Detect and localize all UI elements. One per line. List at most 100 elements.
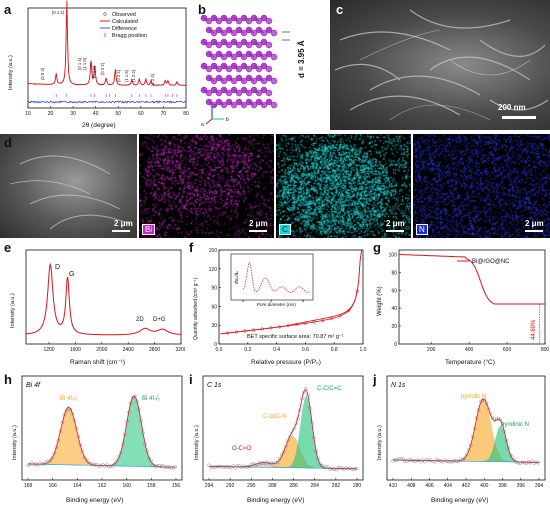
xps-bi-observed-point: [167, 465, 171, 469]
bet-marker: [286, 324, 290, 328]
tga-xtick-label: 600: [503, 347, 512, 353]
xps-n-observed-point: [530, 459, 535, 463]
xps-bi-peak-52: Bi 4f₅/₂: [60, 396, 79, 402]
xps-c-observed-point: [304, 387, 308, 391]
xps-bi-title: Bi 4f: [26, 382, 41, 389]
xps-n-observed-point: [488, 412, 493, 416]
bet-xlabel: Relative pressure (P/P₀): [251, 359, 321, 366]
xps-c-observed-point: [243, 465, 248, 469]
xps-n-observed-point: [411, 459, 415, 463]
bi-bond: [213, 17, 220, 22]
xrd-ylabel: Intensity (a.u.): [8, 55, 14, 90]
bi-bond: [258, 101, 265, 106]
bi-bond: [208, 101, 215, 106]
panel-label-d: d: [4, 135, 12, 150]
xrd-peak-014: (0 1 4): [77, 57, 82, 70]
xps-c-observed-point: [342, 467, 346, 471]
xps-bi-observed-point: [34, 462, 38, 466]
bi-bond: [238, 77, 245, 82]
xps-n-observed-point: [498, 417, 503, 422]
tga-ytick-label: 20: [391, 324, 397, 330]
xps-bi-xtick-label: 158: [147, 483, 156, 489]
xps-n-observed-point: [431, 459, 435, 464]
xps-n-observed-point: [437, 458, 441, 463]
bet-marker: [312, 320, 316, 324]
xps-c-xtick-label: 294: [205, 483, 214, 489]
bi-bond: [258, 77, 265, 82]
bi-atom: [260, 86, 268, 94]
xps-n-observed-point: [478, 400, 483, 404]
eds-map-n: N 2 μm: [413, 134, 550, 238]
tga-ytick-label: 100: [389, 252, 398, 258]
xps-bi-chart: Bi 4f Intensity (a.u.) Binding energy (e…: [12, 375, 183, 504]
panel-label-e: e: [4, 240, 12, 255]
bet-inset-xtick-4: 4: [270, 298, 273, 303]
xps-n-observed-point: [427, 458, 431, 462]
xps-c-observed-point: [348, 466, 352, 470]
xps-bi-xtick-label: 168: [24, 483, 33, 489]
xps-c-observed-point: [253, 463, 258, 467]
xps-bi-observed-point: [90, 462, 95, 466]
xps-c-observed-point: [312, 435, 316, 440]
tga-chart: Weight (%) Temperature (°C) 200 400 600 800…: [377, 249, 549, 366]
xps-bi-observed-point: [46, 459, 50, 463]
axis-a-arrow: [205, 118, 213, 125]
bi-bond: [228, 77, 235, 82]
xrd-peak-124: (1 2 4): [150, 73, 155, 86]
xps-bi-observed-point: [42, 462, 46, 466]
d-spacing-label: d = 3.95 Å: [297, 40, 306, 78]
xps-n-observed-point: [456, 459, 461, 464]
xps-bi-observed-point: [72, 418, 77, 422]
bet-marker: [355, 289, 359, 293]
bet-ytick-label: 30: [211, 323, 217, 329]
legend-difference: Difference: [112, 26, 137, 32]
xps-c-xtick-label: 282: [332, 483, 341, 489]
xps-c-xtick-label: 284: [311, 483, 320, 489]
tga-ytick-label: 40: [391, 306, 397, 312]
eds-tem-image: d 2 μm: [0, 134, 137, 238]
xps-c-observed-point: [259, 461, 264, 465]
axis-c-label: c: [214, 103, 217, 109]
xps-c-observed-point: [237, 464, 241, 468]
bi-bond: [253, 89, 260, 94]
xps-c-observed-point: [209, 465, 213, 469]
xps-c-observed-point: [296, 417, 300, 421]
bet-surface-area: BET specific surface area: 70.87 m² g⁻¹: [247, 334, 344, 340]
bet-xtick-label: 0.6: [302, 347, 309, 353]
xps-n-observed-point: [520, 460, 525, 465]
bet-marker: [234, 330, 238, 334]
xps-c-observed-point: [281, 450, 286, 454]
xps-n-chart: N 1s Intensity (a.u.) Binding energy (eV…: [377, 375, 546, 504]
bet-marker: [252, 328, 256, 332]
bi-bond: [248, 101, 255, 106]
xps-n-observed-point: [528, 461, 533, 465]
xps-c-observed-point: [322, 465, 326, 470]
xps-n-title: N 1s: [391, 382, 406, 389]
crystal-structure: d = 3.95 Å c a b: [200, 14, 306, 128]
xps-c-observed-point: [233, 466, 237, 470]
bet-marker: [329, 317, 333, 321]
xps-c-observed-point: [277, 457, 282, 461]
xps-n-observed-point: [449, 460, 453, 464]
xps-c-title: C 1s: [207, 382, 222, 389]
xps-c-xtick-label: 286: [289, 483, 298, 489]
xps-c-peak-oco: O-C=O: [232, 446, 252, 452]
tga-curve: [399, 254, 545, 305]
bi-atom: [265, 41, 273, 49]
sem-scale-bar: [502, 116, 536, 119]
bi-bond: [203, 17, 210, 22]
xps-bi-observed-point: [82, 455, 87, 459]
xps-bi-observed-point: [76, 435, 81, 439]
xps-c-observed-point: [229, 465, 233, 469]
xps-bi-observed-point: [64, 409, 69, 413]
xps-bi-observed-point: [98, 464, 103, 468]
bi-atom: [265, 26, 273, 34]
xps-bi-observed-point: [44, 460, 48, 464]
eds-map-bi: Bi 2 μm: [139, 134, 274, 238]
bet-xtick-label: 0.4: [273, 347, 280, 353]
bi-bond: [233, 17, 240, 22]
tga-ytick-label: 0: [394, 342, 397, 348]
xps-c-observed-point: [324, 465, 328, 469]
xps-c-observed-point: [326, 465, 330, 469]
xps-n-observed-point: [445, 459, 449, 464]
